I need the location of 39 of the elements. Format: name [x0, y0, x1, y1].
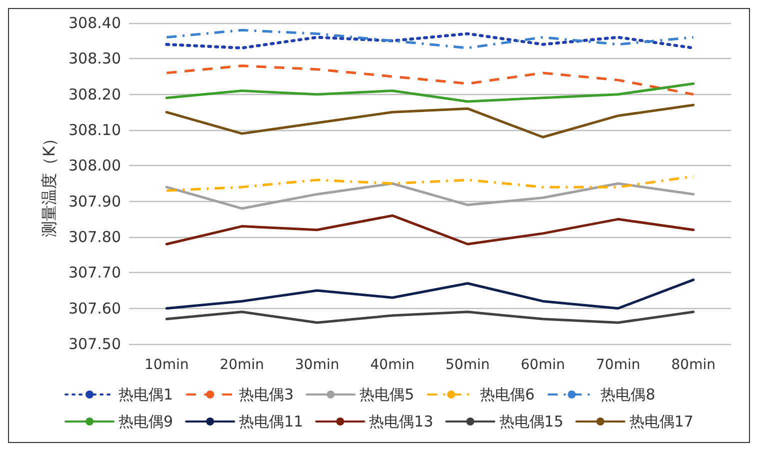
y-tick-label: 307.60 — [68, 299, 121, 318]
x-tick-label: 40min — [370, 357, 414, 373]
line-series — [165, 214, 695, 246]
legend-label: 热电偶9 — [118, 412, 174, 430]
line-series — [165, 28, 695, 50]
line-series — [165, 32, 695, 50]
y-tick-label: 308.30 — [68, 50, 121, 68]
line-series — [165, 104, 695, 138]
line-series — [165, 182, 695, 210]
x-tick-label: 30min — [295, 357, 340, 373]
legend-label: 热电偶11 — [239, 412, 304, 430]
legend-label: 热电偶6 — [480, 386, 535, 404]
line-series — [165, 82, 695, 103]
y-tick-label: 308.00 — [68, 156, 121, 175]
y-tick-label: 307.80 — [68, 228, 121, 246]
legend-label: 热电偶8 — [600, 386, 656, 404]
y-tick-label: 308.40 — [68, 14, 121, 32]
line-series — [165, 175, 695, 192]
legend-label: 热电偶17 — [629, 412, 694, 430]
line-series — [165, 64, 695, 96]
x-tick-label: 50min — [446, 357, 490, 373]
x-tick-label: 20min — [220, 357, 264, 373]
legend-label: 热电偶3 — [239, 386, 294, 404]
legend-label: 热电偶15 — [499, 412, 564, 430]
legend-label: 热电偶13 — [369, 412, 434, 430]
y-tick-label: 307.50 — [68, 335, 121, 353]
y-tick-label: 307.90 — [68, 192, 121, 210]
legend-label: 热电偶5 — [360, 386, 414, 404]
line-series — [165, 278, 695, 310]
y-axis-title: 测量温度（K） — [40, 130, 58, 237]
x-tick-label: 60min — [520, 357, 565, 373]
x-tick-label: 10min — [144, 357, 189, 373]
legend-label: 热电偶1 — [118, 386, 174, 404]
y-tick-label: 308.10 — [68, 121, 121, 139]
line-series — [165, 310, 695, 324]
y-tick-label: 308.20 — [68, 85, 121, 104]
x-tick-label: 70min — [596, 357, 640, 373]
x-tick-label: 80min — [671, 357, 716, 373]
y-tick-label: 307.70 — [68, 264, 121, 282]
